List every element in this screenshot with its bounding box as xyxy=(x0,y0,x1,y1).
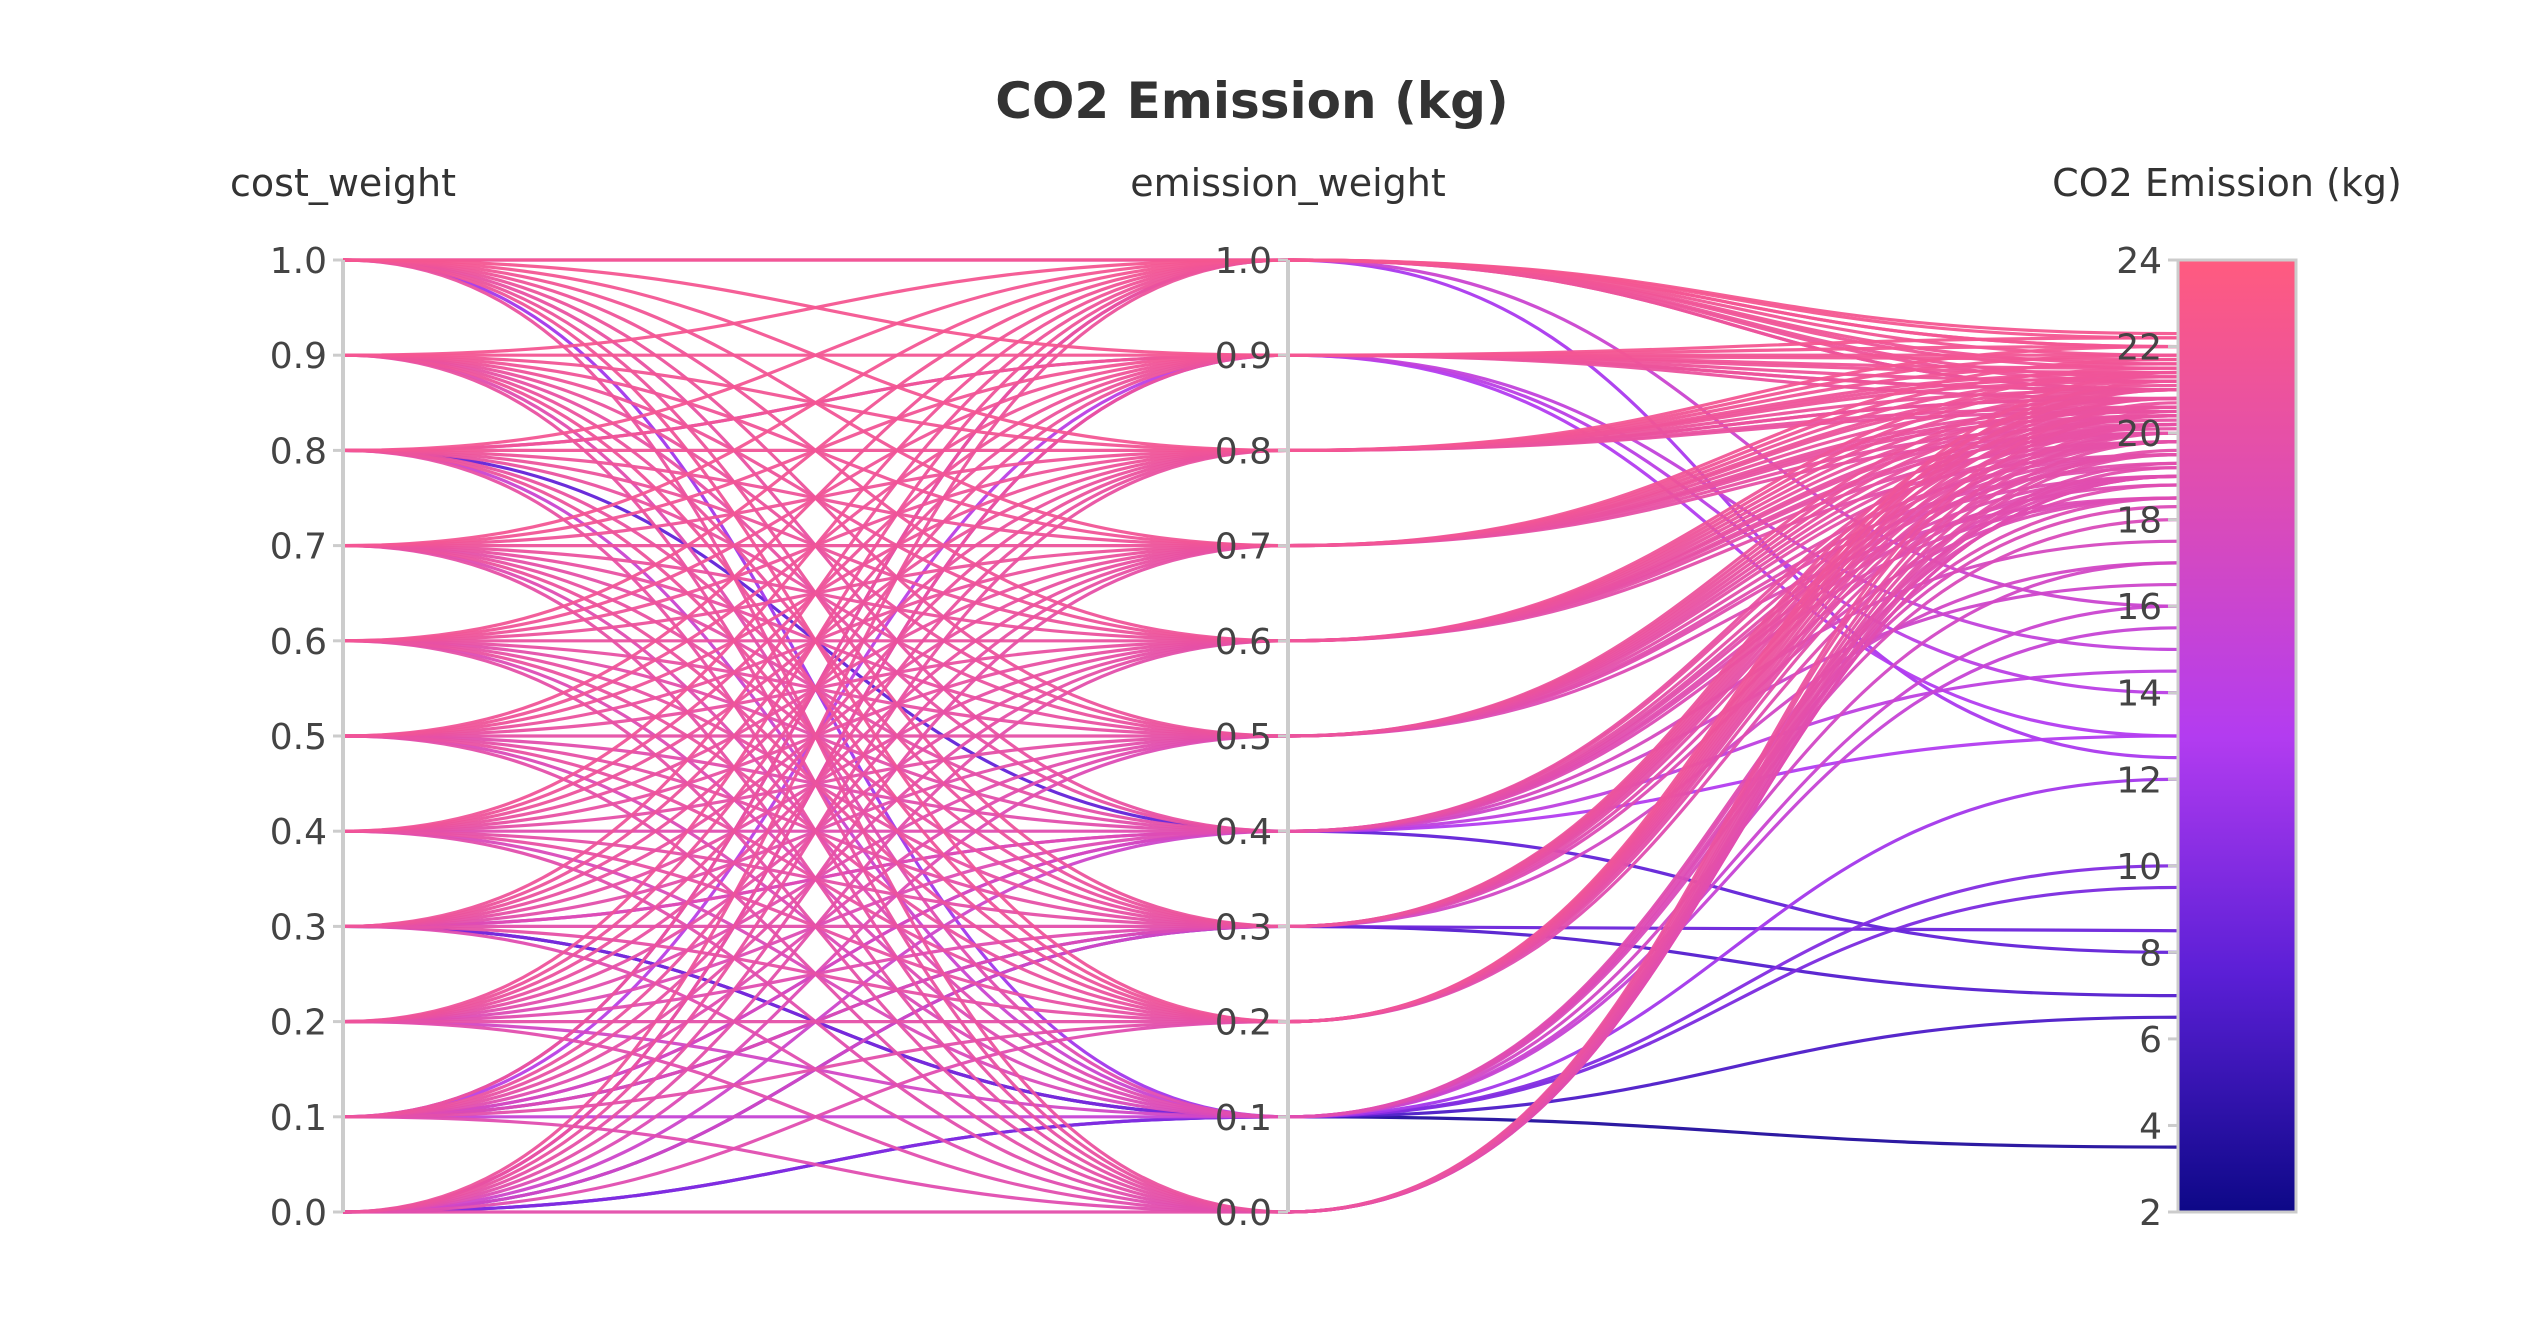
axis-title: emission_weight xyxy=(1130,161,1446,205)
tick-label: 22 xyxy=(2116,328,2162,369)
axis-title: cost_weight xyxy=(230,161,456,205)
tick-label: 24 xyxy=(2116,241,2162,282)
polylines-layer xyxy=(342,258,2179,1214)
tick-label: 0.4 xyxy=(270,812,327,853)
tick-label: 6 xyxy=(2139,1020,2162,1061)
tick-label: 1.0 xyxy=(270,241,327,282)
record-line xyxy=(342,258,2179,929)
record-line xyxy=(342,353,2179,1214)
tick-label: 0.3 xyxy=(1215,907,1272,948)
chart-title: CO2 Emission (kg) xyxy=(995,72,1509,130)
record-line xyxy=(342,405,2179,1119)
axes-layer: 0.0 0.1 0.2 0.3 0.4 0.5 0.6 0.7 0.8 0.9 1.0 cost_we… xyxy=(230,161,2402,1234)
record-line xyxy=(342,258,2179,928)
tick-label: 20 xyxy=(2116,414,2162,455)
tick-label: 0.2 xyxy=(1215,1003,1272,1044)
tick-label: 0.7 xyxy=(1215,527,1272,568)
record-line xyxy=(342,258,2179,548)
tick-label: 0.8 xyxy=(1215,431,1272,472)
tick-label: 14 xyxy=(2116,674,2162,715)
tick-label: 0.3 xyxy=(270,907,327,948)
tick-label: 0.9 xyxy=(1215,336,1272,377)
tick-label: 12 xyxy=(2116,760,2162,801)
colorbar xyxy=(2176,258,2298,1214)
tick-label: 0.5 xyxy=(270,717,327,758)
tick-label: 4 xyxy=(2139,1106,2162,1147)
tick-label: 8 xyxy=(2139,933,2162,974)
axis-title: CO2 Emission (kg) xyxy=(2052,161,2402,205)
tick-label: 0.5 xyxy=(1215,717,1272,758)
tick-label: 1.0 xyxy=(1215,241,1272,282)
tick-label: 0.1 xyxy=(1215,1098,1272,1139)
tick-label: 0.1 xyxy=(270,1098,327,1139)
tick-label: 2 xyxy=(2139,1193,2162,1234)
tick-label: 0.0 xyxy=(1215,1193,1272,1234)
tick-label: 0.7 xyxy=(270,527,327,568)
tick-label: 0.0 xyxy=(270,1193,327,1234)
tick-label: 0.8 xyxy=(270,431,327,472)
tick-label: 0.6 xyxy=(1215,622,1272,663)
tick-label: 18 xyxy=(2116,501,2162,542)
tick-label: 0.2 xyxy=(270,1003,327,1044)
record-line xyxy=(342,258,2179,1119)
record-line xyxy=(342,409,2179,1214)
tick-label: 0.4 xyxy=(1215,812,1272,853)
tick-label: 10 xyxy=(2116,847,2162,888)
tick-label: 0.6 xyxy=(270,622,327,663)
tick-label: 16 xyxy=(2116,587,2162,628)
tick-label: 0.9 xyxy=(270,336,327,377)
